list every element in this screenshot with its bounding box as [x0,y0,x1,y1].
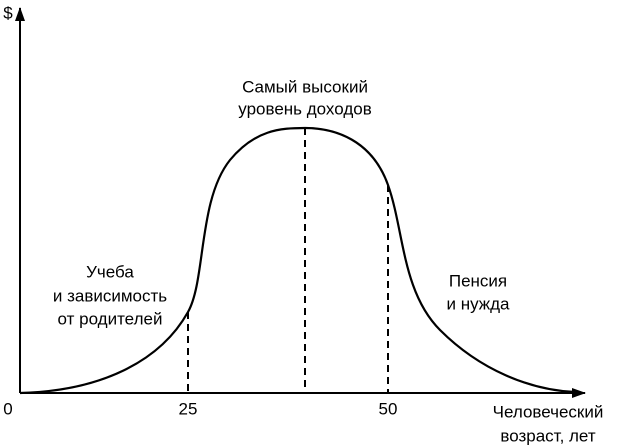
income-curve [19,126,576,395]
x-tick-label: 50 [379,399,398,418]
annotation: и зависимость [53,286,167,305]
annotation: Пенсия [449,271,507,290]
annotation: и нужда [446,294,510,313]
annotation: от родителей [58,309,163,328]
x-axis-label: возраст, лет [500,426,595,445]
x-tick-label: 0 [3,399,12,418]
annotation: уровень доходов [238,99,371,118]
y-axis-label: $ [3,3,13,22]
annotation: Учеба [86,262,134,281]
x-tick-label: 25 [179,399,198,418]
annotation: Самый высокий [242,77,368,96]
x-axis-label: Человеческий [493,402,604,421]
